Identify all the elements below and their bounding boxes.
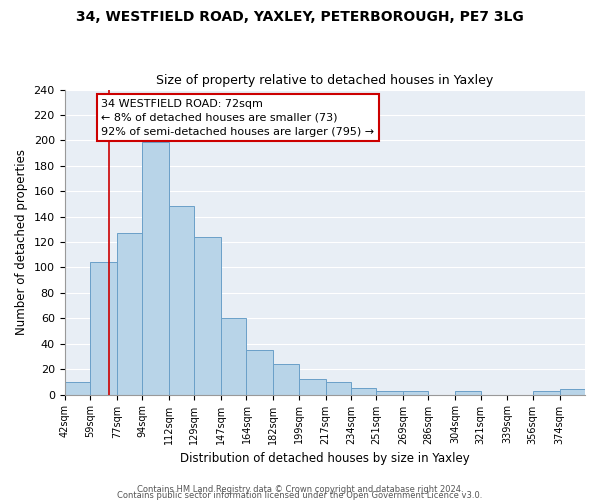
Bar [533, 391, 560, 394]
Title: Size of property relative to detached houses in Yaxley: Size of property relative to detached ho… [156, 74, 493, 87]
Bar [455, 391, 481, 394]
Bar [65, 382, 90, 394]
Bar [247, 350, 274, 395]
X-axis label: Distribution of detached houses by size in Yaxley: Distribution of detached houses by size … [180, 452, 470, 465]
Bar [194, 237, 221, 394]
Bar [560, 390, 585, 394]
Bar [299, 380, 326, 394]
Text: Contains HM Land Registry data © Crown copyright and database right 2024.: Contains HM Land Registry data © Crown c… [137, 484, 463, 494]
Bar [376, 391, 403, 394]
Bar [221, 318, 247, 394]
Y-axis label: Number of detached properties: Number of detached properties [15, 149, 28, 335]
Bar [403, 391, 428, 394]
Bar [117, 233, 142, 394]
Text: Contains public sector information licensed under the Open Government Licence v3: Contains public sector information licen… [118, 490, 482, 500]
Text: 34 WESTFIELD ROAD: 72sqm
← 8% of detached houses are smaller (73)
92% of semi-de: 34 WESTFIELD ROAD: 72sqm ← 8% of detache… [101, 98, 374, 136]
Bar [90, 262, 117, 394]
Bar [326, 382, 351, 394]
Bar [351, 388, 376, 394]
Bar [274, 364, 299, 394]
Bar [169, 206, 194, 394]
Text: 34, WESTFIELD ROAD, YAXLEY, PETERBOROUGH, PE7 3LG: 34, WESTFIELD ROAD, YAXLEY, PETERBOROUGH… [76, 10, 524, 24]
Bar [142, 142, 169, 394]
